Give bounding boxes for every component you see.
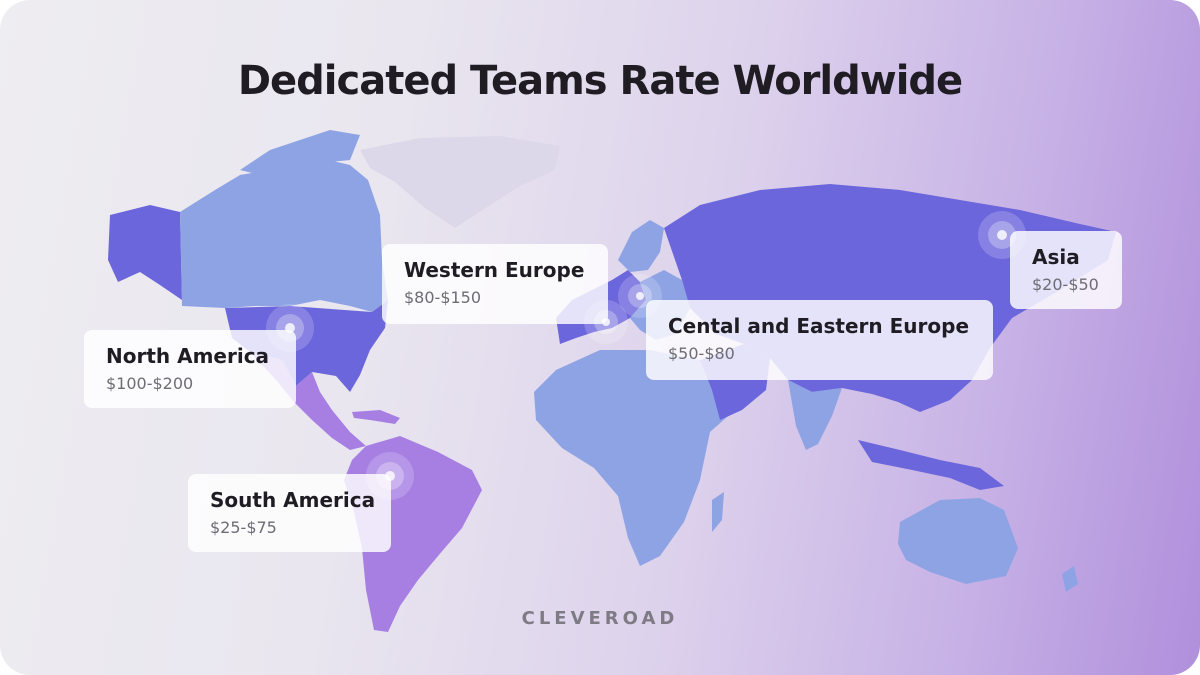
callout-north-america: North America $100-$200: [84, 330, 296, 408]
callout-south-america: South America $25-$75: [188, 474, 391, 552]
callout-rate: $100-$200: [106, 374, 194, 393]
callout-region: Western Europe: [404, 258, 585, 282]
callout-central-eastern-europe: Cental and Eastern Europe $50-$80: [646, 300, 993, 380]
brand-logo: CLEVEROAD: [521, 608, 679, 629]
africa-shape: [534, 350, 744, 566]
arctic-islands-shape: [240, 130, 360, 175]
madagascar-shape: [712, 492, 724, 532]
callout-region: North America: [106, 344, 270, 368]
usa-shape: [225, 300, 388, 392]
south-asia-shape: [788, 380, 842, 450]
scandinavia-shape: [618, 220, 664, 272]
callout-region: Cental and Eastern Europe: [668, 314, 970, 338]
alaska-shape: [108, 205, 182, 300]
callout-rate: $25-$75: [210, 518, 277, 537]
callout-western-europe: Western Europe $80-$150: [382, 244, 608, 324]
callout-region: South America: [210, 488, 376, 512]
callout-rate: $20-$50: [1032, 275, 1099, 294]
callout-region: Asia: [1032, 245, 1080, 269]
callout-rate: $50-$80: [668, 344, 735, 363]
australia-shape: [898, 498, 1018, 584]
greenland-shape: [360, 136, 560, 228]
page-title: Dedicated Teams Rate Worldwide: [237, 58, 963, 104]
southeast-asia-shape: [858, 440, 1004, 490]
canada-shape: [180, 158, 388, 312]
caribbean-shape: [352, 410, 400, 424]
callout-rate: $80-$150: [404, 288, 482, 307]
callout-asia: Asia $20-$50: [1010, 231, 1122, 309]
new-zealand-shape: [1062, 566, 1078, 592]
